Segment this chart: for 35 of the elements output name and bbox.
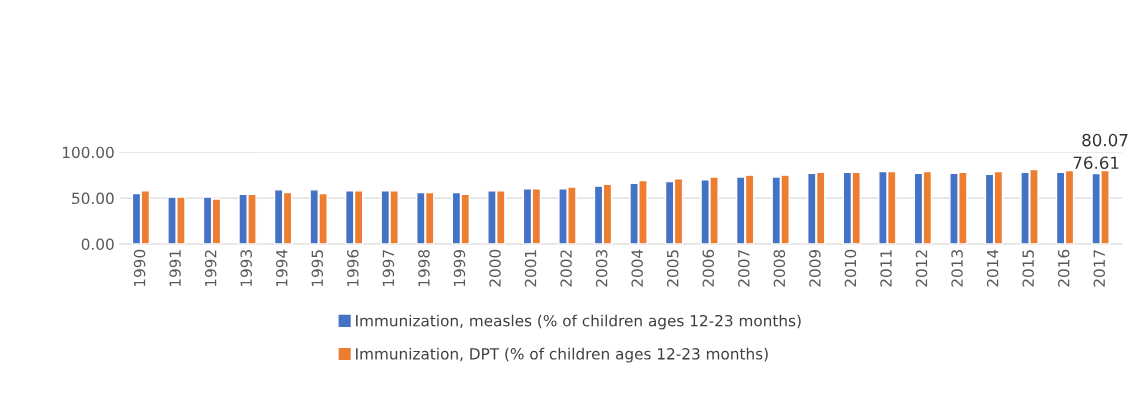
x-tick-label: 2013 (951, 250, 963, 287)
x-tick-label: 1999 (453, 249, 466, 287)
x-tick-label: 2008 (773, 249, 786, 287)
x-tick-label: 2010 (844, 249, 857, 287)
x-tick-label: 1991 (169, 250, 181, 287)
x-tick-label: 1995 (311, 250, 324, 287)
x-tick-label: 1990 (133, 249, 146, 287)
x-tick-label: 1997 (382, 250, 395, 287)
x-tick-label: 2011 (880, 250, 892, 287)
y-tick-label: 0.00 (81, 238, 114, 251)
x-tick-label: 2015 (1022, 250, 1034, 287)
x-tick-label: 2009 (809, 249, 821, 287)
x-tick-label: 1993 (240, 250, 252, 287)
legend-label: Immunization, measles (% of children ages 12-23 months) (356, 314, 801, 330)
x-tick-label: 2003 (595, 250, 608, 287)
x-tick-label: 1996 (347, 249, 359, 287)
y-tick-label: 50.00 (72, 192, 114, 205)
x-tick-label: 2001 (524, 250, 537, 287)
x-tick-label: 2016 (1057, 249, 1070, 287)
data-label: 80.07 (1082, 133, 1128, 147)
x-tick-label: 2006 (702, 249, 715, 287)
x-tick-label: 1992 (204, 250, 217, 287)
x-tick-label: 2004 (631, 249, 643, 287)
x-tick-label: 2000 (489, 249, 501, 287)
x-tick-label: 2017 (1093, 250, 1106, 287)
x-tick-label: 2002 (560, 250, 572, 287)
y-tick-label: 100.00 (62, 146, 114, 159)
x-tick-label: 2005 (666, 250, 679, 287)
legend-label: Immunization, DPT (% of children ages 12-23 months) (356, 347, 768, 363)
x-tick-label: 1994 (275, 249, 288, 287)
data-label: 76.61 (1073, 156, 1119, 170)
x-tick-label: 1998 (418, 249, 430, 287)
x-tick-label: 2012 (915, 250, 928, 287)
x-tick-label: 2007 (738, 250, 750, 287)
x-tick-label: 2014 (986, 249, 999, 287)
